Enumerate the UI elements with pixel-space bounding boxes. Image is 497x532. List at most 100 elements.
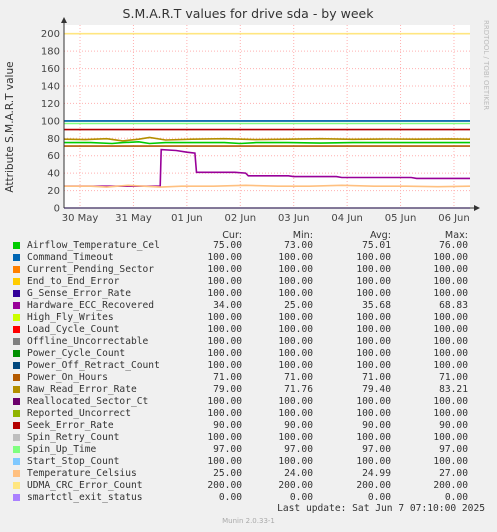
- legend-value-cur: 75.00: [213, 240, 242, 251]
- legend-value-avg: 100.00: [356, 264, 391, 275]
- axes: 0 20 40 60 80 100 120 140 160 180 200 30 May 31 May 0…: [41, 17, 480, 224]
- legend-value-max: 100.00: [433, 432, 468, 443]
- legend-value-max: 90.00: [439, 420, 468, 431]
- legend-row: Spin_Up_Time 97.00 97.00 97.00 97.00: [0, 444, 497, 456]
- legend-value-max: 83.21: [439, 384, 468, 395]
- legend-series-name: Raw_Read_Error_Rate: [27, 384, 137, 395]
- series-line-Hardware_ECC_Recovered: [64, 148, 470, 187]
- legend-series-name: Start_Stop_Count: [27, 456, 120, 467]
- munin-version: Munin 2.0.33-1: [222, 517, 275, 525]
- legend-value-cur: 0.00: [218, 492, 242, 503]
- legend-value-max: 68.83: [439, 300, 468, 311]
- legend-header-avg: Avg:: [369, 230, 391, 241]
- legend-swatch: [13, 326, 20, 333]
- legend-series-name: Power_Off_Retract_Count: [27, 360, 160, 371]
- legend-value-max: 100.00: [433, 336, 468, 347]
- x-tick-label: 03 Jun: [278, 213, 310, 224]
- legend-row: Reported_Uncorrect 100.00 100.00 100.00 100.…: [0, 408, 497, 420]
- y-axis-label: Attribute S.M.A.R.T value: [4, 61, 16, 192]
- legend-value-cur: 100.00: [207, 396, 242, 407]
- legend-value-avg: 100.00: [356, 348, 391, 359]
- legend-row: Raw_Read_Error_Rate 79.00 71.76 79.40 83.21: [0, 384, 497, 396]
- legend-swatch: [13, 254, 20, 261]
- legend-value-min: 100.00: [278, 264, 313, 275]
- legend-row: Temperature_Celsius 25.00 24.00 24.99 27.00: [0, 468, 497, 480]
- legend-value-min: 24.00: [284, 468, 313, 479]
- legend-value-avg: 90.00: [362, 420, 391, 431]
- legend-swatch: [13, 266, 20, 273]
- series-line-Airflow_Temperature_Cel: [64, 140, 470, 145]
- legend-value-max: 100.00: [433, 396, 468, 407]
- legend-value-min: 100.00: [278, 348, 313, 359]
- legend-swatch: [13, 278, 20, 285]
- legend-value-min: 100.00: [278, 336, 313, 347]
- legend-row: Offline_Uncorrectable 100.00 100.00 100.00 1…: [0, 336, 497, 348]
- y-tick-label: 80: [47, 134, 60, 145]
- legend-swatch: [13, 410, 20, 417]
- legend-row: Current_Pending_Sector 100.00 100.00 100.00…: [0, 264, 497, 276]
- legend-series-name: smartctl_exit_status: [27, 492, 143, 503]
- legend-value-cur: 100.00: [207, 276, 242, 287]
- y-axis-arrow: [61, 17, 67, 23]
- legend-value-min: 71.76: [284, 384, 313, 395]
- legend-row: High_Fly_Writes 100.00 100.00 100.00 100.00: [0, 312, 497, 324]
- y-tick-label: 0: [54, 204, 60, 215]
- legend-row: G_Sense_Error_Rate 100.00 100.00 100.00 100.…: [0, 288, 497, 300]
- series-line-Raw_Read_Error_Rate: [63, 136, 471, 142]
- legend-value-cur: 100.00: [207, 348, 242, 359]
- x-tick-label: 30 May: [62, 213, 99, 224]
- legend-value-max: 100.00: [433, 324, 468, 335]
- legend-series-name: Reported_Uncorrect: [27, 408, 131, 419]
- legend-swatch: [13, 374, 20, 381]
- legend-value-min: 100.00: [278, 252, 313, 263]
- x-tick-label: 04 Jun: [331, 213, 363, 224]
- legend-series-name: High_Fly_Writes: [27, 312, 114, 323]
- legend-value-cur: 200.00: [207, 480, 242, 491]
- legend-value-cur: 100.00: [207, 432, 242, 443]
- legend-swatch: [13, 482, 20, 489]
- legend-value-avg: 24.99: [362, 468, 391, 479]
- legend-swatch: [13, 434, 20, 441]
- legend-value-min: 100.00: [278, 432, 313, 443]
- legend-series-name: Spin_Up_Time: [27, 444, 97, 455]
- legend-swatch: [13, 422, 20, 429]
- legend-series-name: Power_On_Hours: [27, 372, 108, 383]
- legend-value-min: 100.00: [278, 276, 313, 287]
- legend-value-avg: 200.00: [356, 480, 391, 491]
- legend-value-cur: 25.00: [213, 468, 242, 479]
- legend-value-avg: 100.00: [356, 276, 391, 287]
- legend-header-max: Max:: [444, 230, 468, 241]
- legend-value-min: 71.00: [284, 372, 313, 383]
- legend-value-min: 100.00: [278, 288, 313, 299]
- legend-value-max: 71.00: [439, 372, 468, 383]
- x-tick-label: 31 May: [115, 213, 152, 224]
- legend-value-min: 97.00: [284, 444, 313, 455]
- legend-row: Power_Cycle_Count 100.00 100.00 100.00 100.0…: [0, 348, 497, 360]
- y-tick-label: 40: [47, 169, 60, 180]
- legend-value-cur: 90.00: [213, 420, 242, 431]
- legend-row: Start_Stop_Count 100.00 100.00 100.00 100.00: [0, 456, 497, 468]
- legend-series-name: End_to_End_Error: [27, 276, 120, 287]
- legend-value-avg: 71.00: [362, 372, 391, 383]
- legend-swatch: [13, 242, 20, 249]
- legend-value-min: 100.00: [278, 360, 313, 371]
- legend-value-max: 100.00: [433, 456, 468, 467]
- legend-value-max: 100.00: [433, 264, 468, 275]
- legend-swatch: [13, 398, 20, 405]
- legend-row: Airflow_Temperature_Cel 75.00 73.00 75.01 76…: [0, 240, 497, 252]
- legend-value-avg: 100.00: [356, 360, 391, 371]
- x-tick-label: 06 Jun: [438, 213, 470, 224]
- legend-value-avg: 100.00: [356, 252, 391, 263]
- series-group: [63, 32, 471, 209]
- legend-value-cur: 100.00: [207, 360, 242, 371]
- watermark: RRDTOOL / TOBI OETIKER: [482, 20, 490, 110]
- legend-value-cur: 100.00: [207, 408, 242, 419]
- legend-value-avg: 0.00: [367, 492, 391, 503]
- legend-value-cur: 100.00: [207, 456, 242, 467]
- legend-row: UDMA_CRC_Error_Count 200.00 200.00 200.00 20…: [0, 480, 497, 492]
- legend-series-name: Seek_Error_Rate: [27, 420, 114, 431]
- legend-value-avg: 100.00: [356, 324, 391, 335]
- series-line-Temperature_Celsius: [64, 184, 471, 188]
